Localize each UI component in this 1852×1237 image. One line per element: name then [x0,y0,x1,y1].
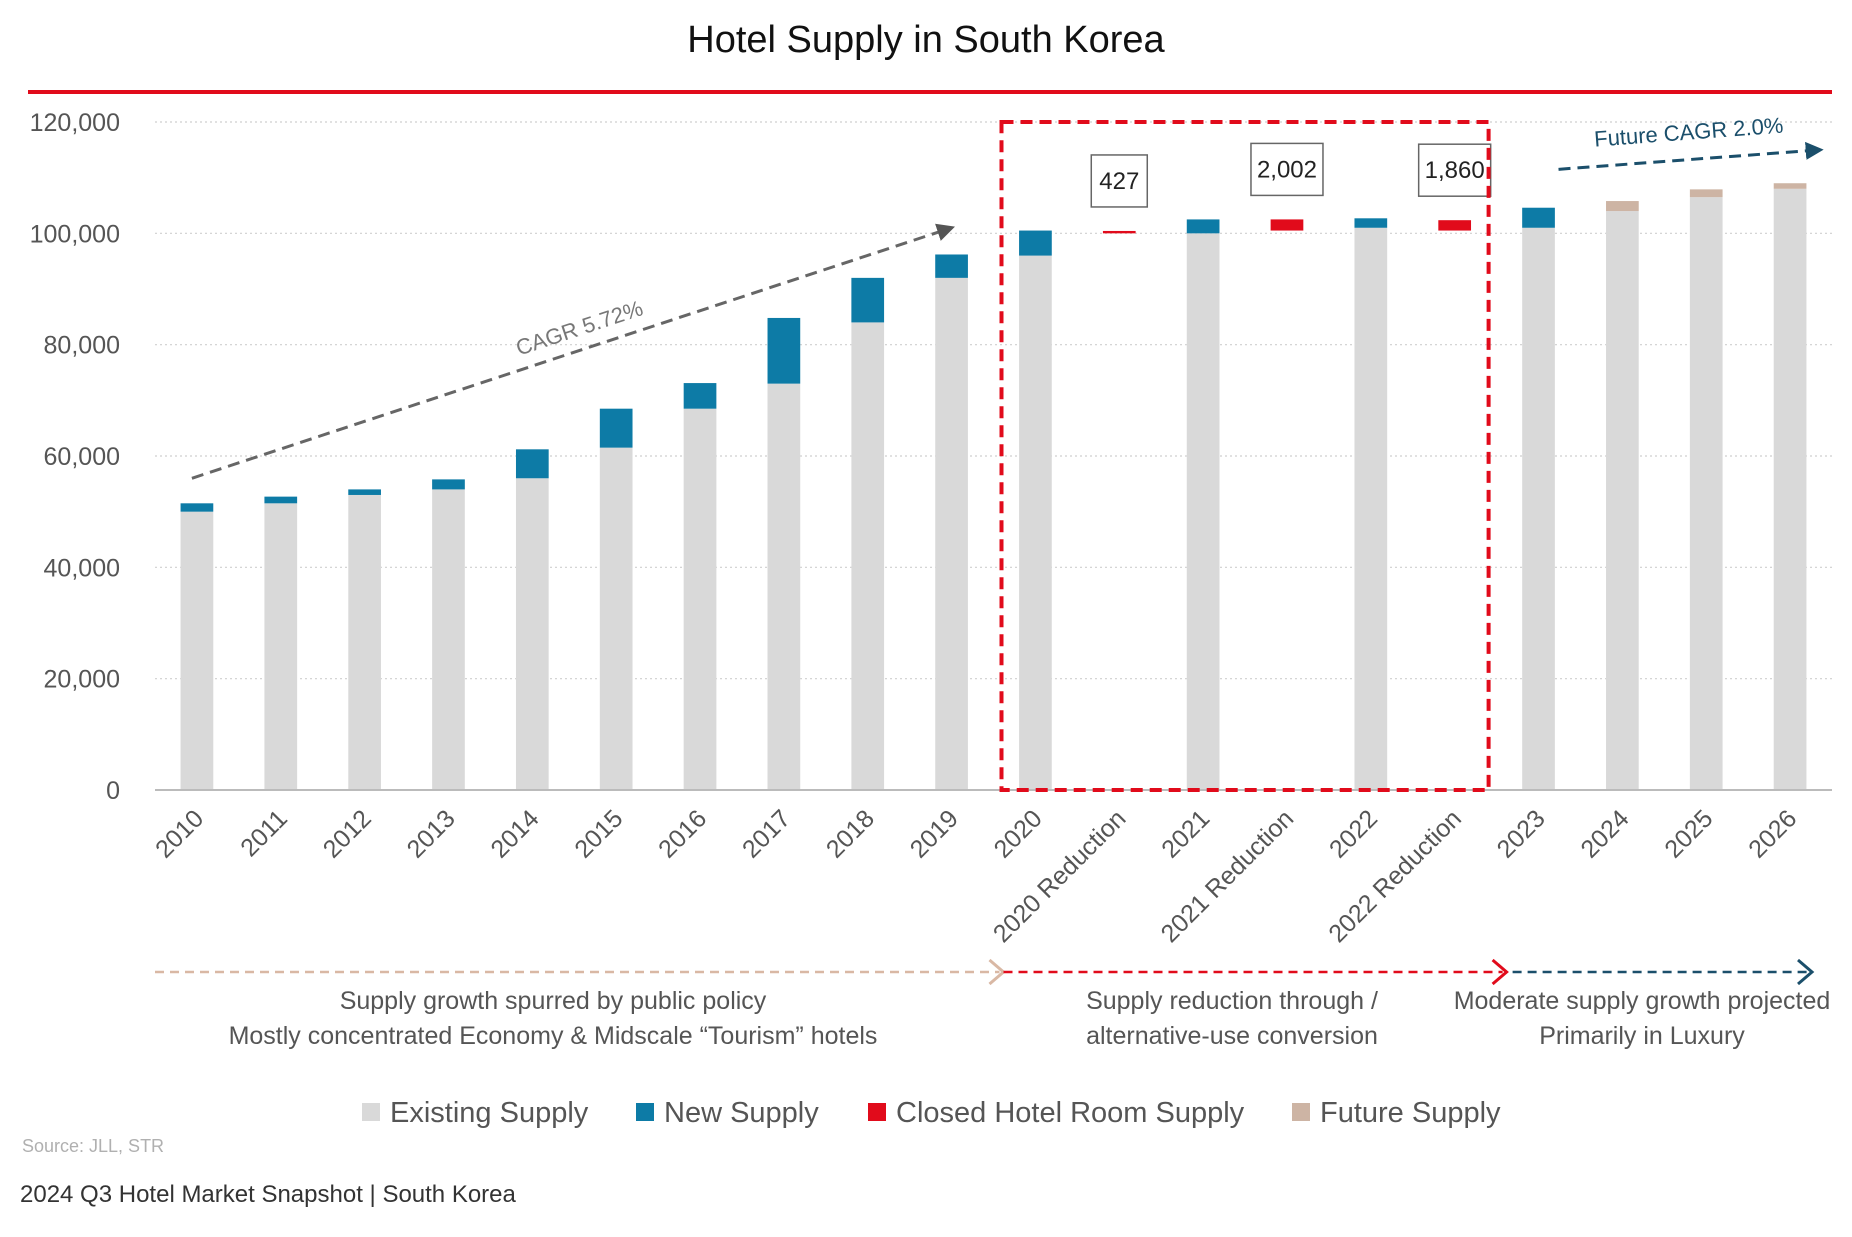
y-tick-label: 40,000 [44,554,120,582]
y-tick-label: 120,000 [30,109,120,137]
legend-swatch [362,1103,380,1121]
bar-existing-supply-2015 [599,447,633,790]
bar-new-supply-2016 [683,383,717,409]
y-tick-label: 60,000 [44,443,120,471]
cagr-past-arrow [191,223,955,480]
phase-arrow-head [1797,958,1815,986]
source-note: Source: JLL, STR [22,1136,164,1156]
bar-existing-supply-2013 [432,489,465,790]
data-label: 1,860 [1425,157,1485,184]
footer-text: 2024 Q3 Hotel Market Snapshot | South Ko… [20,1181,517,1208]
bar-new-supply-2019 [935,254,968,278]
bar-new-supply-2018 [851,277,885,323]
legend-swatch [636,1103,654,1121]
y-tick-label: 0 [106,777,120,805]
data-label-box [1417,143,1492,197]
x-tick-label: 2013 [402,804,461,863]
x-tick-label: 2025 [1659,804,1718,863]
bar-closed-hotel-room-supply-2021-reduction [1270,219,1304,231]
x-tick-label: 2010 [150,804,209,863]
bar-existing-supply-2026 [1773,188,1807,791]
bar-new-supply-2011 [264,496,298,504]
bar-existing-supply-2017 [767,383,801,790]
bar-new-supply-2015 [599,408,633,448]
phase-description: Moderate supply growth projected [1454,987,1831,1015]
bar-new-supply-2023 [1522,207,1555,228]
axes: 0 20,000 40,000 60,000 80,000 100,000 120,000 2… [30,109,1832,948]
bar-existing-supply-2010 [180,511,214,790]
bar-new-supply-2014 [515,449,549,479]
legend-swatch [868,1103,886,1121]
bar-new-supply-2012 [348,489,381,495]
legend-label: Existing Supply [390,1097,589,1129]
x-tick-label: 2015 [569,804,628,863]
x-tick-label: 2023 [1492,804,1551,863]
bar-closed-hotel-room-supply-2022-reduction [1438,220,1472,231]
data-label: 2,002 [1257,156,1317,183]
y-tick-label: 20,000 [44,666,120,694]
legend-swatch [1292,1103,1310,1121]
bar-new-supply-2017 [767,317,801,384]
x-tick-label: 2011 [235,804,293,862]
x-tick-label: 2020 [989,804,1048,863]
phase-description: Supply growth spurred by public policy [340,987,767,1015]
grid [155,121,1832,680]
bar-existing-supply-2012 [348,494,381,790]
bar-future-supply-2025 [1689,189,1723,198]
legend-label: Future Supply [1320,1097,1501,1129]
x-tick-label: 2021 [1156,804,1215,863]
bar-future-supply-2026 [1773,183,1807,189]
phase-description: Mostly concentrated Economy & Midscale “… [229,1022,878,1050]
bar-existing-supply-2014 [515,478,549,790]
bar-existing-supply-2018 [851,322,885,790]
bar-existing-supply-2020 [1019,255,1052,791]
bar-new-supply-2022 [1354,218,1388,228]
legend-label: Closed Hotel Room Supply [896,1097,1245,1129]
data-label-box [1090,154,1149,208]
x-tick-label: 2012 [318,804,377,863]
bar-existing-supply-2023 [1522,227,1555,790]
bar-existing-supply-2019 [935,277,968,790]
bar-new-supply-2013 [432,479,465,490]
x-tick-label: 2017 [737,804,796,863]
x-tick-label: 2016 [653,804,712,863]
bar-future-supply-2024 [1606,201,1639,212]
x-tick-label: 2018 [821,804,880,863]
data-label-box [1250,142,1324,197]
cagr-future-label: Future CAGR 2.0% [1593,113,1784,152]
bars [180,183,1807,791]
x-tick-label: 2024 [1575,804,1634,863]
bar-new-supply-2010 [180,503,214,512]
legend: Existing Supply New Supply Closed Hotel Ro… [362,1097,1501,1129]
cagr-future-arrow [1558,141,1824,171]
bar-existing-supply-2021 [1186,233,1220,791]
bar-existing-supply-2011 [264,503,298,790]
bar-existing-supply-2024 [1606,211,1639,791]
bar-new-supply-2020 [1019,230,1052,256]
data-label: 427 [1099,168,1139,195]
y-tick-label: 100,000 [30,220,120,248]
x-tick-label: 2019 [905,804,964,863]
bar-existing-supply-2025 [1689,197,1723,790]
x-tick-label: 2022 [1324,804,1383,863]
bar-existing-supply-2022 [1354,227,1388,790]
bar-closed-hotel-room-supply-2020-reduction [1102,230,1136,234]
bar-new-supply-2021 [1186,219,1220,234]
phase-description: Primarily in Luxury [1539,1022,1745,1050]
bar-existing-supply-2016 [683,408,717,790]
chart-title: Hotel Supply in South Korea [687,19,1165,61]
y-tick-label: 80,000 [44,332,120,360]
legend-label: New Supply [664,1097,819,1129]
reduction-highlight-box [999,120,1491,792]
phase-description: Supply reduction through / [1086,987,1378,1015]
x-tick-label: 2014 [485,804,544,863]
x-tick-label: 2026 [1743,804,1802,863]
phase-description: alternative-use conversion [1086,1022,1378,1050]
phase-arrow-head [1491,958,1509,986]
